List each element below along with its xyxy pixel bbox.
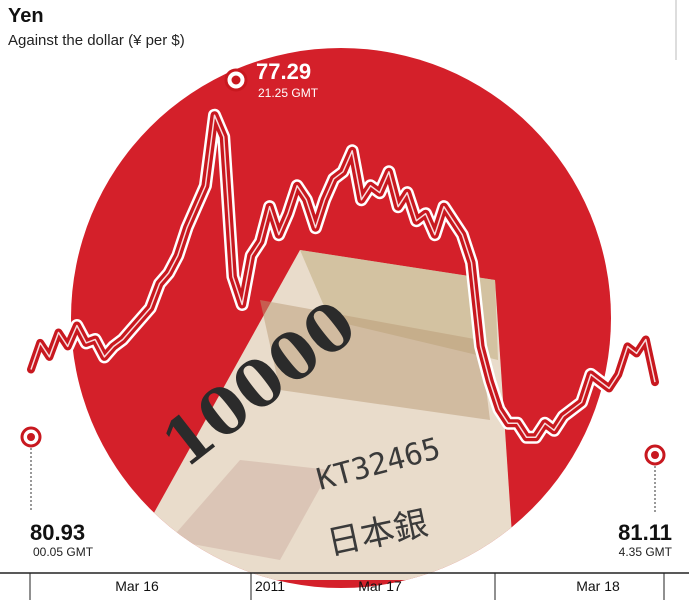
- start-time-label: 00.05 GMT: [33, 545, 94, 559]
- x-tick-label: Mar 18: [576, 578, 620, 594]
- start-value-label: 80.93: [30, 520, 85, 545]
- x-tick-label: 2011: [255, 578, 285, 594]
- end-marker-dot: [651, 451, 659, 459]
- start-marker-dot: [27, 433, 35, 441]
- end-time-label: 4.35 GMT: [619, 545, 673, 559]
- x-tick-label: Mar 17: [358, 578, 402, 594]
- banknote-illustration: 10000 KT32465 日本銀: [149, 250, 515, 580]
- peak-value-label: 77.29: [256, 59, 311, 84]
- x-tick-label: Mar 16: [115, 578, 159, 594]
- chart-title: Yen: [8, 5, 44, 27]
- chart-subtitle: Against the dollar (¥ per $): [8, 32, 185, 49]
- end-value-label: 81.11: [618, 520, 672, 545]
- series-line-highlight: [30, 114, 656, 439]
- peak-marker-dot: [231, 75, 241, 85]
- peak-time-label: 21.25 GMT: [258, 86, 319, 100]
